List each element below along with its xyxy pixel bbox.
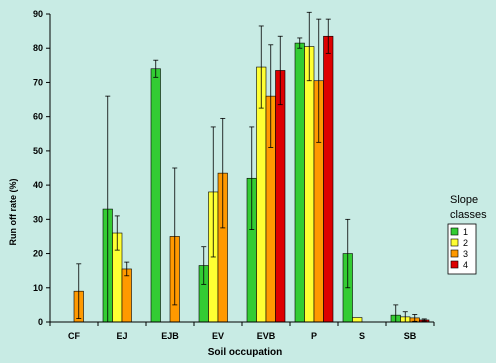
bar-series-2-S [352,317,363,323]
error-bar-series-1-EJB [153,59,159,78]
x-tick-label: EVB [257,331,276,341]
bar-series-4-P [323,35,334,323]
bar-series-3-EJ [121,268,132,323]
error-bar-series-1-EVB [249,126,255,231]
y-tick-label: 30 [33,214,43,224]
error-bar-series-2-P [306,11,312,82]
legend-swatch-3 [450,249,459,258]
y-axis-label: Run off rate (%) [8,179,18,246]
error-bar-series-1-P [297,37,303,49]
x-tick-label: EJ [116,331,127,341]
legend-label-4: 4 [463,260,468,270]
legend-label-1: 1 [463,227,468,237]
x-tick-label: CF [68,331,80,341]
y-tick-label: 0 [38,317,43,327]
error-bar-series-2-EVB [258,25,264,109]
error-bar-series-3-CF [76,263,82,319]
legend-swatch-1 [450,227,459,236]
y-tick-label: 20 [33,249,43,259]
error-bar-series-4-SB [421,318,427,322]
x-tick-label: SB [404,331,417,341]
y-tick-label: 40 [33,180,43,190]
error-bar-series-4-EVB [277,35,283,106]
error-bar-series-2-EV [210,126,216,258]
error-bar-series-3-SB [412,314,418,322]
error-bar-series-3-EV [220,117,226,229]
x-axis: CF EJ EJB EV EVB P S SB [49,321,435,341]
y-tick-label: 90 [33,9,43,19]
bar-series-2-P [304,46,315,323]
x-tick-label: S [359,331,365,341]
error-bar-series-1-S [345,218,351,289]
bar-series-1-P [294,42,305,323]
plot-area [50,11,434,323]
x-tick-label: EV [212,331,224,341]
error-bar-series-2-EJ [114,215,120,251]
bar-series-1-EJB [150,68,161,323]
legend-title-line-2: classes [450,209,487,221]
x-axis-label: Soil occupation [208,347,282,358]
error-bar-series-3-EJ [124,261,130,277]
y-tick-label: 60 [33,112,43,122]
legend-swatch-4 [450,260,459,269]
error-bar-series-3-EJB [172,167,178,306]
legend-swatch-2 [450,238,459,247]
legend-title-line-1: Slope [450,194,478,206]
error-bar-series-3-P [316,18,322,143]
error-bar-series-1-EV [201,246,207,285]
y-tick-label: 10 [33,283,43,293]
y-tick-label: 50 [33,146,43,156]
x-tick-label: EJB [161,331,179,341]
legend-label-2: 2 [463,238,468,248]
bar-series-4-EVB [275,70,286,323]
error-bar-series-3-EVB [268,44,274,148]
y-tick-label: 80 [33,43,43,53]
error-bar-series-4-P [325,18,331,54]
y-axis: 0 10 20 30 40 50 60 70 80 90 [33,9,51,327]
x-tick-label: P [311,331,317,341]
y-tick-label: 70 [33,77,43,87]
legend-label-3: 3 [463,249,468,259]
